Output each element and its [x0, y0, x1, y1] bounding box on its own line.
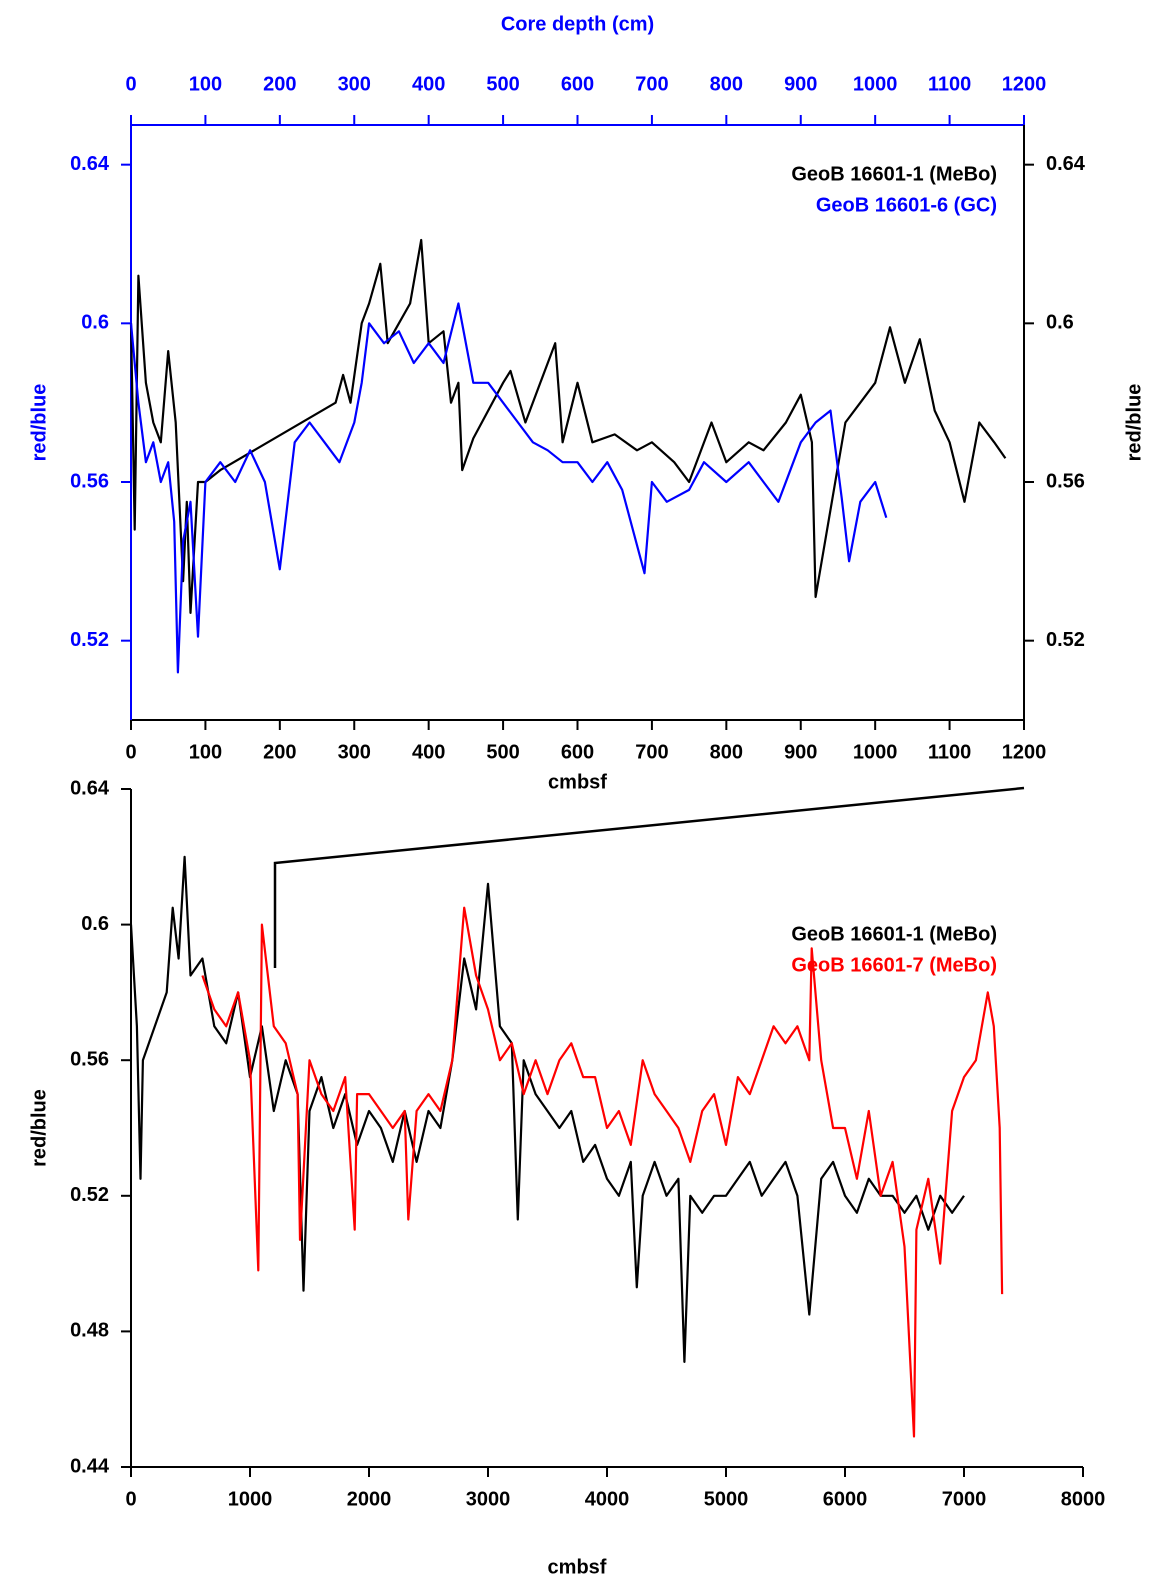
x2-tick-label: 1000	[853, 73, 898, 95]
x-tick-label: 4000	[585, 1488, 630, 1510]
data-line	[201, 906, 1004, 1438]
y2-axis-label: red/blue	[1123, 384, 1145, 462]
y2-tick-label: 0.56	[1046, 470, 1085, 492]
x-tick-label: 500	[486, 741, 519, 763]
x2-tick-label: 900	[784, 73, 817, 95]
x2-tick-label: 500	[486, 73, 519, 95]
x-tick-label: 200	[263, 741, 296, 763]
x-tick-label: 0	[125, 1488, 136, 1510]
x2-tick-label: 1100	[928, 73, 971, 95]
y-tick-label: 0.6	[81, 913, 109, 935]
x2-tick-label: 800	[710, 73, 743, 95]
x2-tick-label: 300	[338, 73, 371, 95]
x-tick-label: 300	[338, 741, 371, 763]
x2-tick-label: 0	[125, 73, 136, 95]
x-tick-label: 100	[189, 741, 222, 763]
x-tick-label: 1100	[928, 741, 971, 763]
legend-label: GeoB 16601-1 (MeBo)	[791, 923, 997, 945]
y2-tick-label: 0.64	[1046, 153, 1086, 175]
x-tick-label: 600	[561, 741, 594, 763]
x-tick-label: 6000	[823, 1488, 868, 1510]
y-tick-label: 0.48	[70, 1320, 109, 1342]
x-tick-label: 700	[635, 741, 668, 763]
x-tick-label: 3000	[466, 1488, 511, 1510]
y2-tick-label: 0.52	[1046, 629, 1085, 651]
y-tick-label: 0.44	[70, 1455, 110, 1477]
x-tick-label: 5000	[704, 1488, 749, 1510]
x-tick-label: 900	[784, 741, 817, 763]
legend-label: GeoB 16601-6 (GC)	[816, 194, 997, 216]
y-tick-label: 0.64	[70, 777, 110, 799]
x2-axis-label: Core depth (cm)	[501, 13, 654, 35]
x-tick-label: 1000	[228, 1488, 273, 1510]
x2-tick-label: 600	[561, 73, 594, 95]
y-tick-label: 0.56	[70, 1048, 109, 1070]
x-tick-label: 8000	[1061, 1488, 1106, 1510]
x-tick-label: 800	[710, 741, 743, 763]
x-tick-label: 0	[125, 741, 136, 763]
legend-label: GeoB 16601-7 (MeBo)	[791, 954, 997, 976]
x2-tick-label: 100	[189, 73, 222, 95]
x2-tick-label: 400	[412, 73, 445, 95]
y-tick-label: 0.56	[70, 470, 109, 492]
x-tick-label: 1200	[1002, 741, 1047, 763]
y-tick-label: 0.64	[70, 153, 110, 175]
x-axis-label: cmbsf	[548, 771, 607, 793]
data-line	[129, 302, 888, 674]
x-axis-label: cmbsf	[548, 1556, 607, 1578]
x-tick-label: 2000	[347, 1488, 392, 1510]
x-tick-label: 400	[412, 741, 445, 763]
legend-label: GeoB 16601-1 (MeBo)	[791, 163, 997, 185]
x-tick-label: 1000	[853, 741, 898, 763]
y-tick-label: 0.52	[70, 1184, 109, 1206]
x2-tick-label: 700	[635, 73, 668, 95]
y-axis-label: red/blue	[28, 1089, 50, 1167]
data-line	[129, 238, 1007, 614]
y-tick-label: 0.52	[70, 629, 109, 651]
zoom-connector	[273, 786, 1025, 968]
y2-tick-label: 0.6	[1046, 312, 1074, 334]
y-axis-label: red/blue	[28, 384, 50, 462]
x2-tick-label: 1200	[1002, 73, 1047, 95]
y-tick-label: 0.6	[81, 312, 109, 334]
x-tick-label: 7000	[942, 1488, 987, 1510]
x2-tick-label: 200	[263, 73, 296, 95]
